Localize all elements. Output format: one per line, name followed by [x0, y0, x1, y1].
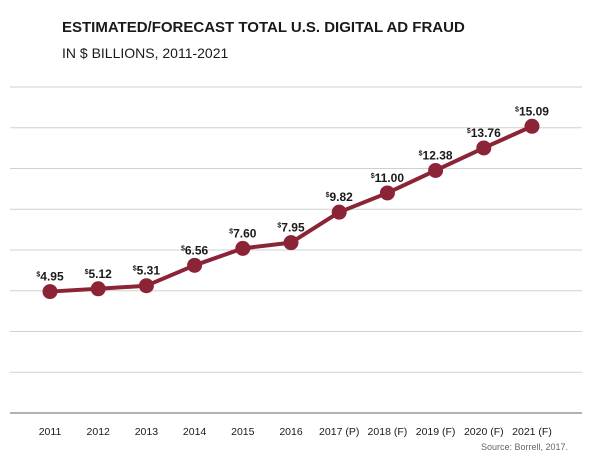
x-tick-labels: 2011 2012 2013 2014 2015 2016 2017 (P) 2018 (F)…	[39, 426, 552, 438]
data-label-3: $6.56	[181, 243, 209, 257]
data-label-1: $5.12	[85, 267, 113, 281]
x-tick-label-8: 2019 (F)	[416, 426, 456, 438]
data-label-0: $4.95	[36, 270, 64, 284]
data-point-2019-F	[428, 162, 444, 178]
data-label-2: $5.31	[133, 264, 161, 278]
data-point-2011	[42, 284, 58, 300]
data-label-5: $7.95	[277, 221, 305, 235]
data-point-2014	[187, 257, 203, 273]
x-tick-label-1: 2012	[87, 426, 111, 438]
x-tick-label-0: 2011	[39, 426, 62, 438]
data-label-10: $15.09	[515, 104, 549, 118]
data-point-2015	[235, 240, 251, 256]
data-label-7: $11.00	[371, 171, 405, 185]
data-point-2021-F	[524, 118, 540, 134]
data-label-6: $9.82	[326, 190, 354, 204]
data-label-4: $7.60	[229, 226, 257, 240]
data-label-8: $12.38	[419, 148, 453, 162]
x-tick-label-2: 2013	[135, 426, 159, 438]
data-point-2020-F	[476, 140, 492, 156]
x-tick-label-4: 2015	[231, 426, 255, 438]
chart-subtitle: IN $ BILLIONS, 2011-2021	[62, 45, 229, 61]
x-tick-label-6: 2017 (P)	[319, 426, 359, 438]
x-tick-label-7: 2018 (F)	[368, 426, 408, 438]
data-point-2018-F	[379, 185, 395, 201]
chart-title: ESTIMATED/FORECAST TOTAL U.S. DIGITAL AD…	[62, 19, 465, 36]
data-point-2013	[138, 278, 154, 294]
data-label-9: $13.76	[467, 126, 501, 140]
x-tick-label-3: 2014	[183, 426, 207, 438]
data-labels: $4.95 $5.12 $5.31 $6.56 $7.60 $7.95 $9.82 $11.0…	[36, 104, 549, 283]
source-note: Source: Borrell, 2017.	[480, 442, 568, 452]
x-tick-label-9: 2020 (F)	[464, 426, 504, 438]
data-point-2016	[283, 235, 299, 251]
x-tick-label-10: 2021 (F)	[512, 426, 552, 438]
x-tick-label-5: 2016	[279, 426, 303, 438]
data-point-2017-P	[331, 204, 347, 220]
data-point-2012	[90, 281, 106, 297]
data-points	[42, 118, 540, 300]
